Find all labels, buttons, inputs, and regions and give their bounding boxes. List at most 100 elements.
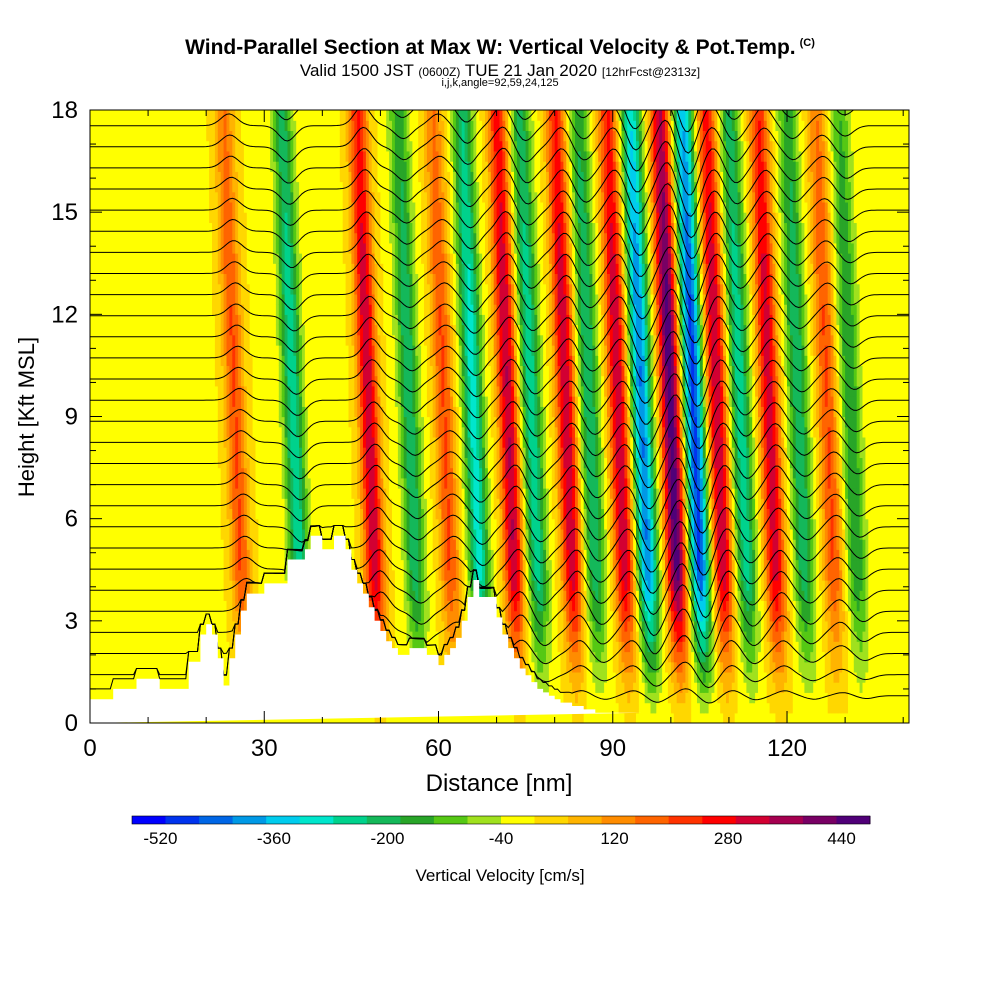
field-cell: [119, 580, 123, 591]
field-cell: [98, 396, 103, 407]
field-cell: [238, 232, 242, 244]
field-cell: [214, 253, 219, 264]
field-cell: [241, 416, 245, 428]
field-cell: [107, 232, 111, 244]
field-cell: [139, 212, 143, 224]
field-cell: [121, 498, 126, 510]
field-cell: [243, 436, 248, 448]
field-cell: [127, 580, 132, 591]
field-cell: [171, 345, 175, 356]
field-cell: [98, 610, 103, 622]
field-cell: [159, 334, 164, 346]
field-cell: [194, 600, 199, 612]
field-cell: [95, 293, 100, 305]
field-cell: [153, 283, 158, 295]
field-cell: [226, 181, 230, 193]
field-cell: [133, 477, 138, 489]
field-cell: [206, 580, 210, 591]
field-cell: [92, 416, 97, 428]
field-cell: [98, 314, 103, 326]
field-cell: [203, 232, 207, 244]
field-cell: [238, 140, 242, 152]
field-cell: [153, 457, 158, 469]
field-cell: [177, 406, 181, 418]
field-cell: [206, 396, 210, 407]
field-cell: [121, 671, 126, 683]
field-cell: [188, 620, 193, 632]
field-cell: [151, 110, 155, 121]
field-cell: [328, 416, 332, 428]
field-cell: [101, 692, 106, 704]
field-cell: [92, 651, 97, 663]
field-cell: [180, 365, 184, 377]
field-cell: [165, 161, 169, 172]
field-cell: [180, 171, 184, 183]
field-cell: [212, 498, 216, 510]
field-cell: [136, 334, 140, 346]
field-cell: [246, 334, 251, 346]
field-cell: [98, 620, 103, 632]
field-cell: [220, 620, 225, 632]
field-cell: [238, 161, 242, 172]
field-cell: [151, 447, 155, 459]
field-cell: [220, 140, 225, 152]
field-cell: [209, 232, 213, 244]
field-cell: [200, 263, 204, 275]
field-cell: [212, 181, 216, 193]
field-cell: [188, 600, 193, 612]
field-cell: [130, 375, 135, 387]
field-cell: [226, 569, 230, 581]
field-cell: [243, 539, 248, 550]
field-cell: [133, 324, 138, 336]
field-cell: [127, 539, 132, 550]
field-cell: [159, 559, 164, 571]
field-cell: [121, 314, 126, 326]
field-cell: [328, 150, 332, 162]
field-cell: [185, 375, 190, 387]
field-cell: [200, 201, 204, 213]
field-cell: [182, 590, 187, 602]
field-cell: [165, 620, 169, 632]
field-cell: [92, 539, 97, 550]
field-cell: [177, 631, 181, 642]
field-cell: [212, 293, 216, 305]
field-cell: [101, 447, 106, 459]
field-cell: [159, 539, 164, 550]
field-cell: [182, 477, 187, 489]
field-cell: [229, 273, 233, 285]
field-cell: [229, 140, 233, 152]
field-cell: [191, 488, 196, 499]
field-cell: [151, 140, 155, 152]
field-cell: [130, 171, 135, 183]
field-cell: [162, 661, 167, 673]
field-cell: [162, 528, 167, 540]
field-cell: [136, 130, 140, 142]
field-cell: [110, 406, 114, 418]
field-cell: [162, 365, 167, 377]
field-cell: [229, 334, 233, 346]
field-cell: [159, 355, 164, 367]
field-cell: [148, 580, 152, 591]
field-cell: [142, 580, 146, 591]
field-cell: [162, 181, 167, 193]
field-cell: [182, 334, 187, 346]
field-cell: [130, 600, 135, 612]
field-cell: [235, 508, 239, 520]
field-cell: [116, 345, 120, 356]
field-cell: [156, 406, 161, 418]
field-cell: [206, 253, 210, 264]
field-cell: [104, 661, 108, 673]
field-cell: [136, 324, 140, 336]
field-cell: [220, 518, 225, 530]
field-cell: [238, 130, 242, 142]
field-cell: [95, 375, 100, 387]
field-cell: [223, 620, 228, 632]
field-cell: [156, 477, 161, 489]
field-cell: [188, 467, 193, 479]
field-cell: [191, 201, 196, 213]
field-cell: [191, 355, 196, 367]
field-cell: [177, 620, 181, 632]
field-cell: [182, 110, 187, 121]
field-cell: [185, 304, 190, 315]
chart-title: Wind-Parallel Section at Max W: Vertical…: [185, 36, 815, 59]
